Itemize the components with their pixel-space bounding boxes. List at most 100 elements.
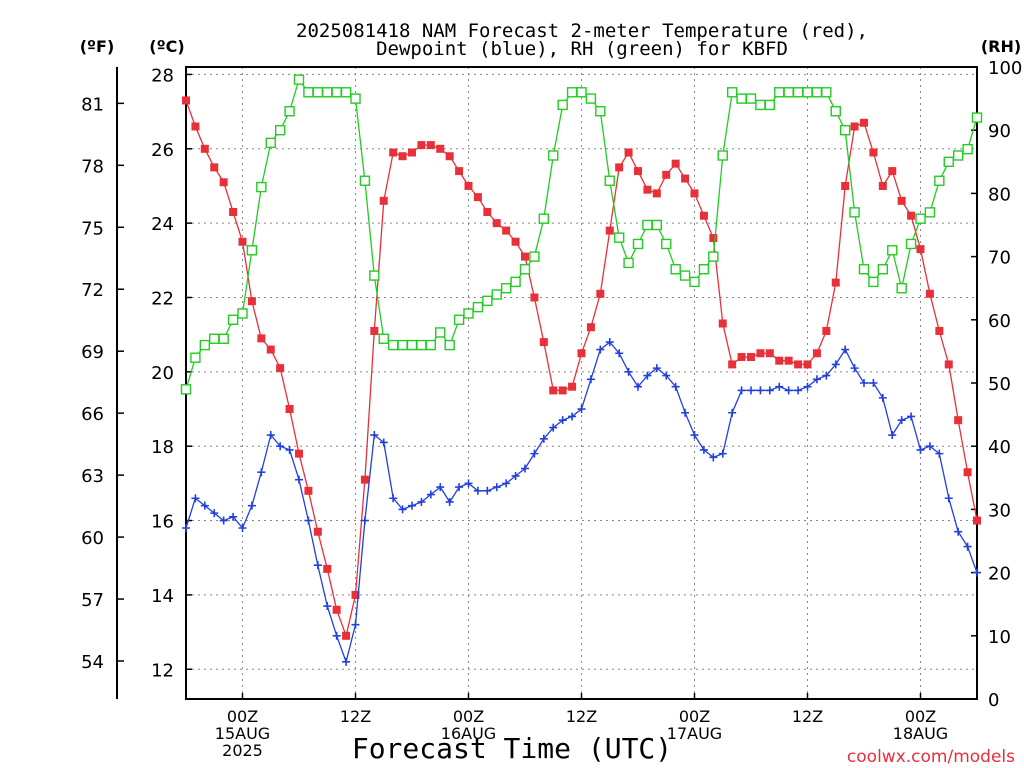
temperature-point: [257, 334, 266, 343]
temperature-point: [812, 349, 821, 358]
rh-point: [538, 213, 550, 224]
rh-point: [284, 106, 295, 117]
rh-point: [209, 333, 220, 344]
rh-point: [500, 283, 512, 294]
x-tick-label: 00Z: [227, 707, 258, 726]
temperature-point: [313, 527, 322, 536]
dewpoint-point: [747, 386, 755, 395]
dewpoint-point: [360, 516, 369, 525]
temperature-point: [888, 167, 897, 176]
rh-point: [444, 339, 455, 351]
dewpoint-point: [182, 523, 190, 532]
x-axis-label: Forecast Time (UTC): [352, 732, 672, 765]
temperature-point: [634, 167, 642, 176]
dewpoint-point: [718, 449, 727, 458]
temperature-point: [342, 631, 351, 640]
chart-title-line2: Dewpoint (blue), RH (green) for KBFD: [376, 38, 788, 60]
rh-tick-label: 10: [988, 627, 1011, 648]
rh-point: [811, 87, 823, 98]
temperature-point: [285, 405, 294, 414]
rh-point: [905, 238, 917, 250]
rh-point: [896, 283, 907, 294]
temperature-point: [276, 364, 285, 373]
temperature-point: [841, 181, 850, 190]
dewpoint-point: [860, 379, 868, 387]
dewpoint-point: [238, 523, 247, 532]
celsius-tick-label: 12: [151, 660, 174, 681]
rh-point: [256, 181, 267, 193]
rh-point: [463, 308, 474, 319]
temperature-point: [925, 289, 934, 298]
dewpoint-point: [634, 382, 642, 391]
rh-point: [491, 289, 502, 300]
temperature-point: [549, 386, 558, 395]
temperature-point: [803, 360, 812, 369]
dewpoint-point: [436, 483, 445, 492]
temperature-point: [266, 345, 275, 354]
dewpoint-point: [831, 360, 840, 369]
rh-point: [764, 99, 776, 111]
rh-point: [849, 207, 860, 218]
dewpoint-point: [973, 568, 981, 577]
dewpoint-point: [963, 542, 972, 551]
temperature-point: [822, 326, 831, 335]
temperature-point: [511, 237, 520, 246]
dewpoint-point: [313, 561, 322, 570]
rh-point: [585, 93, 597, 104]
dewpoint-point: [652, 364, 661, 373]
temperature-point: [521, 252, 529, 261]
dewpoint-point: [812, 375, 821, 384]
temperature-point: [756, 349, 765, 358]
celsius-tick-label: 22: [151, 288, 174, 309]
rh-tick-label: 30: [988, 500, 1011, 521]
temperature-point: [831, 278, 840, 287]
temperature-point: [850, 122, 859, 131]
dewpoint-point: [624, 367, 633, 376]
temperature-point: [332, 605, 341, 614]
fahrenheit-tick-label: 66: [81, 404, 104, 425]
x-tick-label: 00Z: [905, 707, 936, 726]
dewpoint-point: [266, 431, 275, 440]
data-series: [180, 74, 983, 666]
dewpoint-point: [445, 497, 454, 506]
celsius-tick-label: 18: [151, 437, 174, 458]
dewpoint-point: [765, 386, 774, 395]
rh-point: [303, 87, 314, 98]
rh-point: [821, 87, 832, 98]
rh-point: [858, 264, 870, 275]
dewpoint-point: [229, 512, 238, 521]
temperature-point: [473, 193, 482, 202]
temperature-point: [954, 416, 963, 425]
temperature-point: [389, 148, 398, 157]
grid-lines: [186, 67, 977, 699]
celsius-tick-label: 16: [151, 512, 174, 533]
temperature-point: [737, 352, 746, 361]
rh-point: [331, 87, 342, 98]
dewpoint-point: [379, 438, 388, 447]
temperature-point: [728, 360, 737, 369]
rh-point: [689, 276, 700, 288]
dewpoint-point: [210, 509, 219, 518]
dewpoint-point: [728, 408, 737, 417]
dewpoint-point: [502, 479, 511, 488]
temperature-point: [238, 237, 247, 246]
temperature-point: [869, 148, 878, 157]
rh-point: [199, 339, 211, 351]
dewpoint-point: [662, 371, 671, 380]
temperature-point: [652, 189, 661, 198]
temperature-point: [436, 144, 445, 153]
dewpoint-point: [944, 494, 953, 503]
rh-point: [868, 276, 879, 288]
temperature-point: [775, 356, 784, 365]
celsius-tick-label: 14: [151, 586, 174, 607]
rh-point: [246, 245, 258, 256]
fahrenheit-tick-label: 81: [81, 94, 104, 115]
temperature-point: [417, 141, 426, 150]
dewpoint-point: [539, 434, 548, 443]
rh-tick-label: 80: [988, 184, 1011, 205]
temperature-point: [963, 468, 972, 477]
dewpoint-point: [709, 453, 718, 462]
rh-point: [406, 339, 418, 351]
rh-point: [218, 333, 229, 344]
